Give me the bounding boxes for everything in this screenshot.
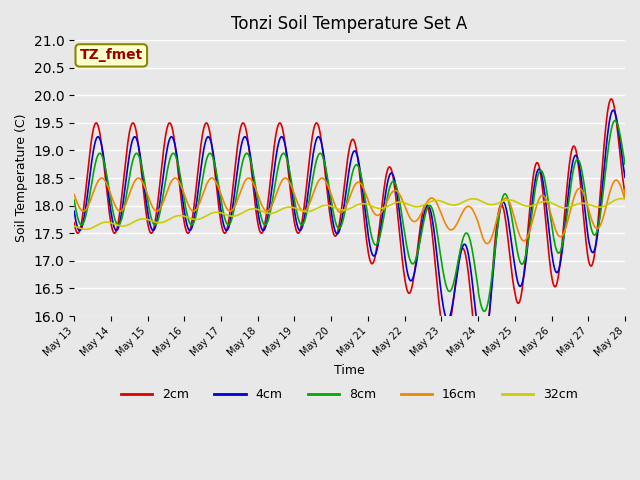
Line: 32cm: 32cm (74, 199, 625, 229)
2cm (477, 378, 485, 384)
16cm (433, 201, 441, 207)
4cm (222, 227, 230, 233)
2cm (137, 163, 145, 169)
8cm (222, 219, 230, 225)
4cm (621, 175, 629, 180)
2cm (621, 190, 629, 196)
8cm (611, 118, 619, 123)
16cm (417, 211, 425, 216)
Line: 2cm: 2cm (74, 99, 625, 381)
32cm (138, 216, 145, 222)
16cm (98, 175, 106, 181)
4cm (417, 233, 424, 239)
32cm (433, 198, 441, 204)
8cm (70, 197, 78, 203)
16cm (80, 208, 88, 214)
32cm (194, 216, 202, 222)
Y-axis label: Soil Temperature (C): Soil Temperature (C) (15, 114, 28, 242)
16cm (223, 205, 230, 211)
Line: 16cm: 16cm (74, 178, 625, 244)
8cm (80, 218, 88, 224)
16cm (138, 178, 145, 183)
16cm (483, 241, 491, 247)
16cm (70, 192, 78, 197)
2cm (607, 96, 615, 102)
8cm (193, 209, 200, 215)
4cm (193, 199, 200, 204)
32cm (80, 227, 88, 232)
4cm (80, 215, 88, 220)
32cm (618, 196, 625, 202)
32cm (621, 196, 629, 202)
4cm (610, 108, 618, 113)
Text: TZ_fmet: TZ_fmet (79, 48, 143, 62)
8cm (621, 161, 629, 167)
32cm (417, 203, 425, 209)
Line: 8cm: 8cm (74, 120, 625, 312)
32cm (82, 227, 90, 232)
4cm (70, 208, 78, 214)
2cm (433, 275, 440, 281)
8cm (433, 226, 440, 231)
8cm (480, 309, 488, 314)
2cm (417, 223, 424, 228)
Title: Tonzi Soil Temperature Set A: Tonzi Soil Temperature Set A (232, 15, 468, 33)
Line: 4cm: 4cm (74, 110, 625, 350)
16cm (194, 204, 202, 210)
2cm (222, 229, 230, 235)
8cm (137, 159, 145, 165)
Legend: 2cm, 4cm, 8cm, 16cm, 32cm: 2cm, 4cm, 8cm, 16cm, 32cm (116, 383, 583, 406)
2cm (80, 202, 88, 207)
16cm (621, 186, 629, 192)
8cm (417, 236, 424, 241)
4cm (479, 348, 486, 353)
32cm (223, 212, 230, 218)
32cm (70, 223, 78, 229)
2cm (70, 220, 78, 226)
X-axis label: Time: Time (334, 364, 365, 377)
2cm (193, 180, 200, 185)
4cm (137, 157, 145, 163)
4cm (433, 249, 440, 255)
